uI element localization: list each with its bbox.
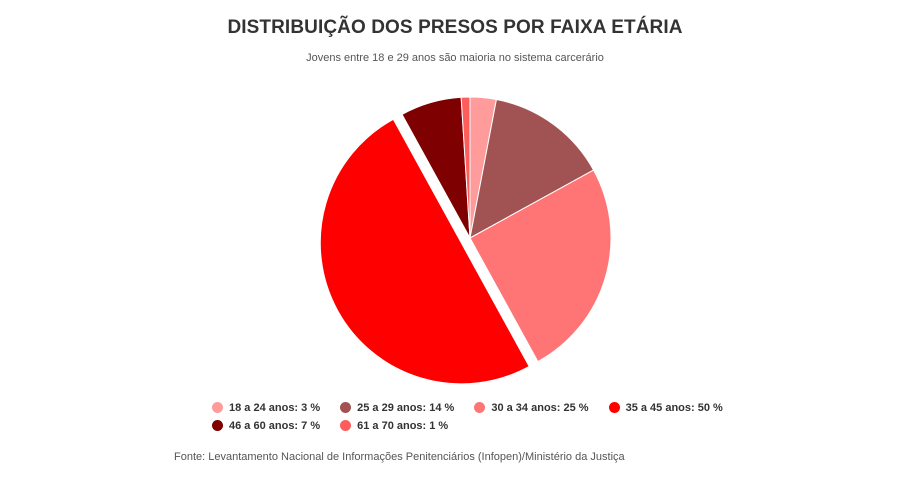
legend-label: 46 a 60 anos: 7 % [229, 419, 321, 432]
source-note: Fonte: Levantamento Nacional de Informaç… [174, 451, 625, 463]
legend-marker-icon [340, 420, 352, 431]
pie-slice-30-a-34-anos[interactable] [469, 169, 612, 363]
legend-marker-icon [212, 402, 223, 413]
pie-slice-61-a-70-anos[interactable] [460, 96, 471, 239]
legend-marker-icon [340, 402, 352, 413]
legend-item[interactable]: 25 a 29 anos: 14 % [340, 400, 454, 415]
legend-label: 30 a 34 anos: 25 % [491, 401, 589, 414]
legend-item[interactable]: 61 a 70 anos: 1 % [340, 418, 448, 433]
chart-legend: 18 a 24 anos: 3 % 25 a 29 anos: 14 % 30 … [212, 400, 772, 433]
legend-item[interactable]: 46 a 60 anos: 7 % [212, 418, 320, 433]
legend-marker-icon [474, 402, 486, 413]
chart-subtitle: Jovens entre 18 e 29 anos são maioria no… [306, 52, 604, 64]
legend-label: 35 a 45 anos: 50 % [625, 401, 723, 414]
legend-marker-icon [608, 402, 620, 413]
legend-label: 61 a 70 anos: 1 % [357, 419, 449, 432]
legend-item[interactable]: 35 a 45 anos: 50 % [608, 400, 723, 415]
legend-item[interactable]: 18 a 24 anos: 3 % [212, 400, 320, 415]
pie-slice-25-a-29-anos[interactable] [469, 98, 595, 239]
pie-slice-35-a-45-anos[interactable] [319, 118, 530, 385]
legend-label: 18 a 24 anos: 3 % [229, 401, 321, 414]
legend-label: 25 a 29 anos: 14 % [357, 401, 455, 414]
chart-title: DISTRIBUIÇÃO DOS PRESOS POR FAIXA ETÁRIA [227, 17, 683, 38]
legend-item[interactable]: 30 a 34 anos: 25 % [474, 400, 589, 415]
pie-chart [319, 96, 612, 385]
legend-marker-icon [212, 420, 223, 431]
